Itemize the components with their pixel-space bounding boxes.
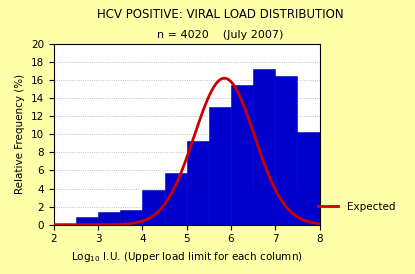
Bar — [275, 189, 298, 225]
Y-axis label: Relative Frequency (%): Relative Frequency (%) — [15, 74, 25, 194]
Bar — [298, 132, 320, 225]
Bar — [253, 188, 275, 225]
Text: HCV POSITIVE: VIRAL LOAD DISTRIBUTION: HCV POSITIVE: VIRAL LOAD DISTRIBUTION — [97, 8, 343, 21]
Bar — [98, 212, 120, 225]
Bar — [165, 173, 187, 225]
X-axis label: Log$_{10}$ I.U. (Upper load limit for each column): Log$_{10}$ I.U. (Upper load limit for ea… — [71, 250, 303, 264]
Bar — [298, 223, 320, 225]
Bar — [76, 218, 98, 225]
Legend: Expected: Expected — [313, 198, 399, 216]
Bar — [187, 141, 209, 225]
Bar — [231, 84, 253, 225]
Bar — [120, 210, 142, 225]
Bar — [275, 76, 298, 225]
Bar — [253, 69, 275, 225]
Bar — [54, 224, 76, 225]
Bar — [142, 190, 165, 225]
Text: n = 4020    (July 2007): n = 4020 (July 2007) — [157, 30, 283, 40]
Bar — [209, 107, 231, 225]
